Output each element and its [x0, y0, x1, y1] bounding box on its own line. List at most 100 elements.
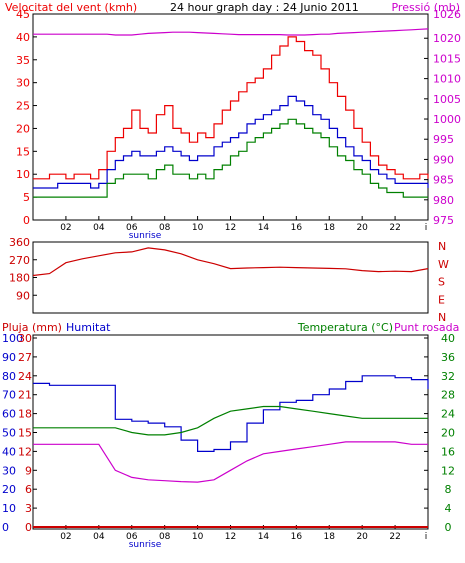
- wind-average-line: [33, 95, 429, 189]
- wind-x-tick-label: 12: [225, 223, 236, 233]
- wind-direction-line: [32, 247, 429, 277]
- wind-y-tick-label: 20: [16, 122, 30, 135]
- humidity-line: [33, 375, 429, 452]
- wind-x-tick-label: 04: [93, 223, 105, 233]
- wind-x-tick-label: 08: [159, 223, 171, 233]
- climate-x-ticks: 02 04 06 08 10 12 14 16 18 20 22 i: [60, 525, 427, 542]
- direction-y-ticks: 90 180 270 360: [9, 236, 37, 302]
- temp-y-tick-label: 16: [441, 445, 455, 458]
- direction-y-tick-label: 270: [9, 254, 30, 267]
- direction-y-tick-label: 180: [9, 272, 30, 285]
- climate-x-tick-label: 08: [159, 532, 171, 542]
- wind-x-tick-label: 14: [258, 223, 270, 233]
- temp-y-tick-label: 0: [445, 521, 452, 534]
- dewpoint-line: [33, 441, 428, 483]
- wind-x-tick-label: 22: [389, 223, 400, 233]
- dewpoint-axis-title: Punt rosada: [394, 321, 459, 334]
- wind-x-tick-label: 06: [126, 223, 138, 233]
- pressure-y-tick-label: 990: [433, 153, 454, 166]
- direction-series: [32, 247, 429, 277]
- humidity-percent-tick-label: 0: [2, 521, 9, 534]
- pressure-y-tick-label: 1026: [433, 8, 461, 21]
- pressure-y-tick-label: 975: [433, 214, 454, 227]
- pressure-y-tick-label: 1010: [433, 73, 461, 86]
- climate-series: [33, 375, 429, 528]
- wind-y-tick-label: 0: [23, 214, 30, 227]
- wind-y-ticks: 0 5 10 15 20 25 30 35 40 45: [16, 8, 37, 227]
- sunrise-label-top: sunrise: [129, 231, 162, 241]
- humidity-percent-tick-label: 70: [2, 389, 16, 402]
- rain-tick-label: 3: [25, 502, 32, 515]
- wind-low-line: [33, 118, 428, 198]
- temp-y-tick-label: 12: [441, 464, 455, 477]
- direction-y-tick-label: 360: [9, 236, 30, 249]
- rain-tick-label: 24: [18, 370, 32, 383]
- wind-y-tick-label: 40: [16, 31, 30, 44]
- humidity-percent-tick-label: 30: [2, 464, 16, 477]
- pressure-y-tick-label: 1015: [433, 52, 461, 65]
- climate-plot-frame: [32, 334, 429, 530]
- climate-x-tick-label: 18: [324, 532, 336, 542]
- wind-axis-title: Velocitat del vent (kmh): [5, 1, 137, 14]
- temp-y-tick-label: 36: [441, 351, 455, 364]
- compass-label: E: [438, 293, 445, 306]
- rain-axis-title: Pluja (mm): [2, 321, 62, 334]
- wind-series: [33, 28, 429, 198]
- temp-y-tick-label: 28: [441, 389, 455, 402]
- climate-x-end-tick: i: [425, 532, 428, 542]
- pressure-axis-title: Pressió (mb): [391, 1, 460, 14]
- humidity-percent-tick-label: 100: [2, 332, 23, 345]
- direction-plot-frame: [32, 241, 429, 314]
- sunrise-label-bottom: sunrise: [129, 540, 162, 550]
- pressure-y-tick-label: 1005: [433, 93, 461, 106]
- humidity-percent-tick-label: 60: [2, 408, 16, 421]
- climate-y-ticks: 0102030405060708090100036912151821242730…: [2, 332, 455, 534]
- wind-x-ticks: 02 04 06 08 10 12 14 16 18 20 22 i: [60, 216, 427, 233]
- compass-label: N: [438, 240, 446, 253]
- climate-x-tick-label: 20: [356, 532, 368, 542]
- direction-y-tick-label: 90: [16, 289, 30, 302]
- compass-label: S: [438, 276, 445, 289]
- wind-y-tick-label: 25: [16, 100, 30, 113]
- climate-x-tick-label: 10: [192, 532, 204, 542]
- humidity-percent-tick-label: 80: [2, 370, 16, 383]
- temp-y-tick-label: 4: [445, 502, 452, 515]
- temperature-line: [33, 405, 428, 436]
- wind-x-tick-label: 10: [192, 223, 204, 233]
- wind-y-tick-label: 10: [16, 168, 30, 181]
- rain-tick-label: 30: [18, 332, 32, 345]
- temp-y-tick-label: 40: [441, 332, 455, 345]
- wind-x-tick-label: 02: [60, 223, 71, 233]
- wind-plot-frame: [32, 13, 429, 221]
- pressure-y-ticks: 975 980 985 990 995 1000 1005 1010 1015 1020 1026: [424, 8, 461, 227]
- pressure-y-tick-label: 995: [433, 133, 454, 146]
- temp-y-tick-label: 8: [445, 483, 452, 496]
- temp-y-tick-label: 24: [441, 408, 455, 421]
- humidity-percent-tick-label: 40: [2, 445, 16, 458]
- wind-x-tick-label: 16: [291, 223, 303, 233]
- wind-x-tick-label: 18: [324, 223, 336, 233]
- pressure-y-tick-label: 980: [433, 194, 454, 207]
- wind-y-tick-label: 15: [16, 145, 30, 158]
- wind-y-tick-label: 45: [16, 8, 30, 21]
- humidity-axis-title: Humitat: [66, 321, 111, 334]
- wind-x-tick-label: 20: [356, 223, 368, 233]
- climate-x-tick-label: 04: [93, 532, 105, 542]
- compass-label: N: [438, 311, 446, 324]
- pressure-line: [33, 28, 429, 36]
- rain-tick-label: 0: [25, 521, 32, 534]
- pressure-y-tick-label: 1000: [433, 113, 461, 126]
- rain-tick-label: 21: [18, 389, 32, 402]
- climate-x-tick-label: 02: [60, 532, 71, 542]
- humidity-percent-tick-label: 50: [2, 427, 16, 440]
- rain-tick-label: 18: [18, 408, 32, 421]
- rain-tick-label: 15: [18, 427, 32, 440]
- climate-x-tick-label: 16: [291, 532, 303, 542]
- humidity-percent-tick-label: 90: [2, 351, 16, 364]
- climate-x-tick-label: 22: [389, 532, 400, 542]
- rain-tick-label: 6: [25, 483, 32, 496]
- climate-x-tick-label: 12: [225, 532, 236, 542]
